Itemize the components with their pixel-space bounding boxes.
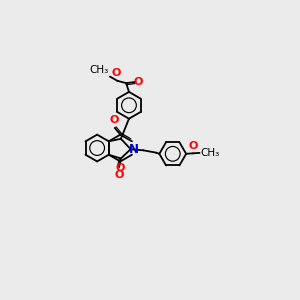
Text: O: O: [115, 170, 124, 180]
Text: O: O: [189, 141, 198, 151]
Text: O: O: [110, 115, 119, 125]
Text: O: O: [133, 77, 142, 87]
Text: CH₃: CH₃: [90, 65, 109, 75]
Text: O: O: [116, 163, 125, 173]
Text: CH₃: CH₃: [201, 148, 220, 158]
Text: N: N: [129, 143, 139, 156]
Text: O: O: [112, 68, 121, 78]
